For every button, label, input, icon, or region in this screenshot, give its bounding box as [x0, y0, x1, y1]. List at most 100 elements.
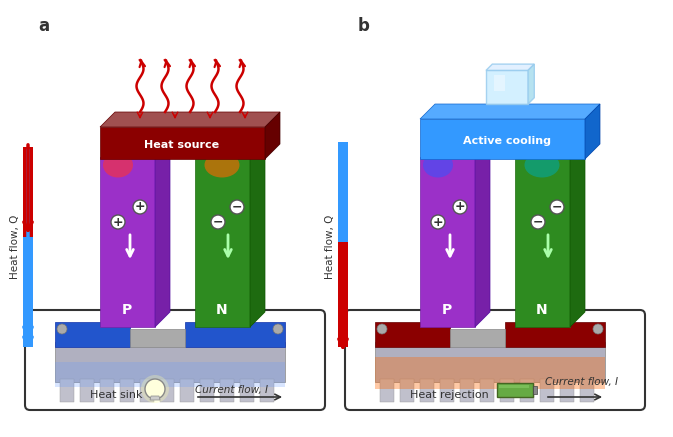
Text: P: P — [122, 303, 132, 317]
Polygon shape — [505, 322, 605, 347]
Text: Heat rejection: Heat rejection — [410, 390, 489, 400]
Polygon shape — [265, 112, 280, 159]
Text: P: P — [442, 303, 452, 317]
Circle shape — [531, 215, 545, 229]
Polygon shape — [570, 142, 585, 327]
Text: a: a — [38, 17, 49, 35]
Polygon shape — [420, 157, 475, 327]
FancyBboxPatch shape — [25, 310, 325, 410]
Polygon shape — [486, 64, 534, 70]
Circle shape — [57, 324, 67, 334]
Polygon shape — [375, 357, 605, 389]
Polygon shape — [375, 342, 605, 382]
Circle shape — [141, 375, 169, 403]
Polygon shape — [23, 237, 33, 347]
FancyBboxPatch shape — [345, 310, 645, 410]
Text: Heat sink: Heat sink — [90, 390, 143, 400]
Polygon shape — [420, 119, 585, 159]
Polygon shape — [580, 379, 594, 402]
Polygon shape — [250, 142, 265, 327]
Circle shape — [133, 200, 147, 214]
Polygon shape — [515, 157, 570, 327]
Polygon shape — [480, 379, 494, 402]
Text: +: + — [455, 201, 465, 214]
Polygon shape — [380, 379, 394, 402]
Polygon shape — [338, 142, 348, 242]
Circle shape — [211, 215, 225, 229]
Polygon shape — [240, 379, 254, 402]
Polygon shape — [220, 379, 234, 402]
Polygon shape — [420, 379, 434, 402]
Polygon shape — [400, 379, 414, 402]
Polygon shape — [55, 322, 130, 347]
Text: Active cooling: Active cooling — [463, 136, 551, 146]
Circle shape — [431, 215, 445, 229]
Ellipse shape — [524, 153, 559, 177]
Polygon shape — [375, 322, 450, 347]
Text: N: N — [536, 303, 548, 317]
Polygon shape — [260, 379, 274, 402]
Text: +: + — [112, 215, 123, 229]
Polygon shape — [533, 386, 537, 394]
Polygon shape — [155, 142, 170, 327]
Polygon shape — [540, 379, 554, 402]
Polygon shape — [528, 64, 534, 104]
Polygon shape — [80, 379, 94, 402]
Text: +: + — [433, 215, 444, 229]
Circle shape — [593, 324, 603, 334]
Text: Heat source: Heat source — [145, 140, 219, 150]
Circle shape — [145, 379, 165, 399]
Text: −: − — [232, 201, 242, 214]
Polygon shape — [486, 70, 528, 104]
Polygon shape — [100, 157, 155, 327]
Polygon shape — [55, 342, 285, 382]
Ellipse shape — [205, 153, 240, 177]
Polygon shape — [440, 379, 454, 402]
Text: N: N — [216, 303, 228, 317]
Polygon shape — [60, 379, 74, 402]
Polygon shape — [100, 379, 114, 402]
Text: Heat flow, Q: Heat flow, Q — [10, 215, 20, 279]
Polygon shape — [200, 379, 214, 402]
Polygon shape — [420, 104, 600, 119]
Circle shape — [377, 324, 387, 334]
Ellipse shape — [423, 153, 453, 177]
Polygon shape — [100, 112, 280, 127]
Polygon shape — [500, 379, 514, 402]
Polygon shape — [180, 379, 194, 402]
Text: Current flow, I: Current flow, I — [195, 385, 268, 395]
Polygon shape — [520, 379, 534, 402]
Polygon shape — [100, 127, 265, 159]
Text: −: − — [552, 201, 562, 214]
Polygon shape — [150, 396, 160, 400]
Polygon shape — [460, 379, 474, 402]
Polygon shape — [195, 157, 250, 327]
Circle shape — [453, 200, 467, 214]
Text: Heat flow, Q: Heat flow, Q — [325, 215, 335, 279]
Polygon shape — [450, 329, 505, 347]
Polygon shape — [560, 379, 574, 402]
Polygon shape — [475, 142, 490, 327]
Polygon shape — [495, 75, 505, 91]
Text: +: + — [135, 201, 145, 214]
Polygon shape — [497, 383, 533, 397]
Circle shape — [111, 215, 125, 229]
Text: −: − — [533, 215, 543, 229]
Polygon shape — [585, 104, 600, 159]
Circle shape — [273, 324, 283, 334]
Polygon shape — [120, 379, 134, 402]
Polygon shape — [140, 379, 154, 402]
Polygon shape — [55, 362, 285, 387]
Polygon shape — [338, 242, 348, 347]
Ellipse shape — [103, 153, 133, 177]
Circle shape — [230, 200, 244, 214]
Polygon shape — [23, 147, 33, 237]
Text: Current flow, I: Current flow, I — [545, 377, 618, 387]
Polygon shape — [130, 329, 185, 347]
Polygon shape — [185, 322, 285, 347]
Text: b: b — [358, 17, 370, 35]
Circle shape — [550, 200, 564, 214]
Polygon shape — [499, 385, 529, 388]
Polygon shape — [160, 379, 174, 402]
Text: −: − — [213, 215, 223, 229]
